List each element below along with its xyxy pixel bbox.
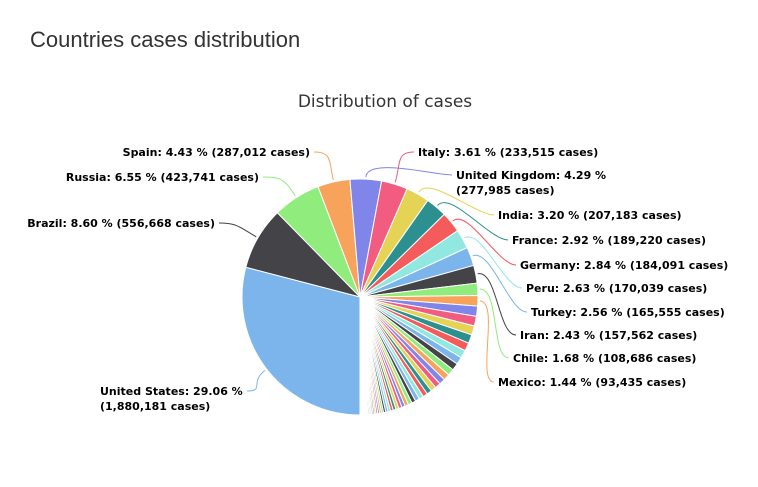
label-connector-india	[418, 187, 495, 216]
label-connector-united-kingdom	[365, 167, 453, 178]
pie-slices	[241, 178, 479, 416]
label-connector-turkey	[472, 254, 528, 313]
label-connector-united-states	[246, 370, 266, 392]
label-connector-italy	[394, 151, 415, 183]
pie-label-spain: Spain: 4.43 % (287,012 cases)	[122, 146, 310, 159]
pie-label-united-states: United States: 29.06 % (1,880,181 cases)	[100, 385, 243, 413]
pie-slice-united-states[interactable]	[241, 266, 361, 416]
pie-label-germany: Germany: 2.84 % (184,091 cases)	[520, 259, 729, 272]
pie-label-mexico: Mexico: 1.44 % (93,435 cases)	[498, 376, 687, 389]
page-title: Countries cases distribution	[30, 27, 301, 52]
label-connector-germany	[452, 218, 517, 266]
label-connector-brazil	[218, 222, 257, 238]
chart-title: Distribution of cases	[297, 92, 473, 112]
label-connector-mexico	[479, 300, 495, 383]
pie-label-russia: Russia: 6.55 % (423,741 cases)	[65, 171, 259, 184]
label-connector-france	[437, 202, 509, 241]
label-connector-spain	[313, 151, 334, 181]
pie-label-india: India: 3.20 % (207,183 cases)	[498, 209, 682, 222]
pie-label-italy: Italy: 3.61 % (233,515 cases)	[418, 146, 599, 159]
label-connectors	[218, 151, 528, 392]
label-connector-russia	[262, 176, 296, 197]
pie-label-chile: Chile: 1.68 % (108,686 cases)	[513, 352, 697, 365]
label-connector-chile	[479, 288, 510, 359]
pie-label-turkey: Turkey: 2.56 % (165,555 cases)	[531, 306, 725, 319]
pie-label-united-kingdom: United Kingdom: 4.29 % (277,985 cases)	[456, 169, 607, 197]
pie-label-iran: Iran: 2.43 % (157,562 cases)	[520, 329, 698, 342]
pie-label-peru: Peru: 2.63 % (170,039 cases)	[526, 282, 708, 295]
pie-label-france: France: 2.92 % (189,220 cases)	[512, 234, 707, 247]
label-connector-iran	[477, 273, 517, 336]
label-connector-peru	[464, 236, 523, 289]
pie-label-brazil: Brazil: 8.60 % (556,668 cases)	[27, 217, 215, 230]
